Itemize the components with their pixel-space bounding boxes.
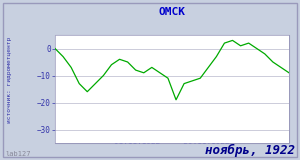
Text: источник: гидрометцентр: источник: гидрометцентр: [8, 37, 13, 123]
Bar: [55, 35, 289, 143]
Text: ноябрь, 1922: ноябрь, 1922: [205, 144, 295, 157]
Text: ОМСК: ОМСК: [158, 7, 185, 17]
Text: t,°C: t,°C: [57, 37, 84, 47]
Text: lab127: lab127: [5, 151, 31, 157]
Text: 01.11.1922  -  30.11.1922: 01.11.1922 - 30.11.1922: [114, 137, 230, 146]
